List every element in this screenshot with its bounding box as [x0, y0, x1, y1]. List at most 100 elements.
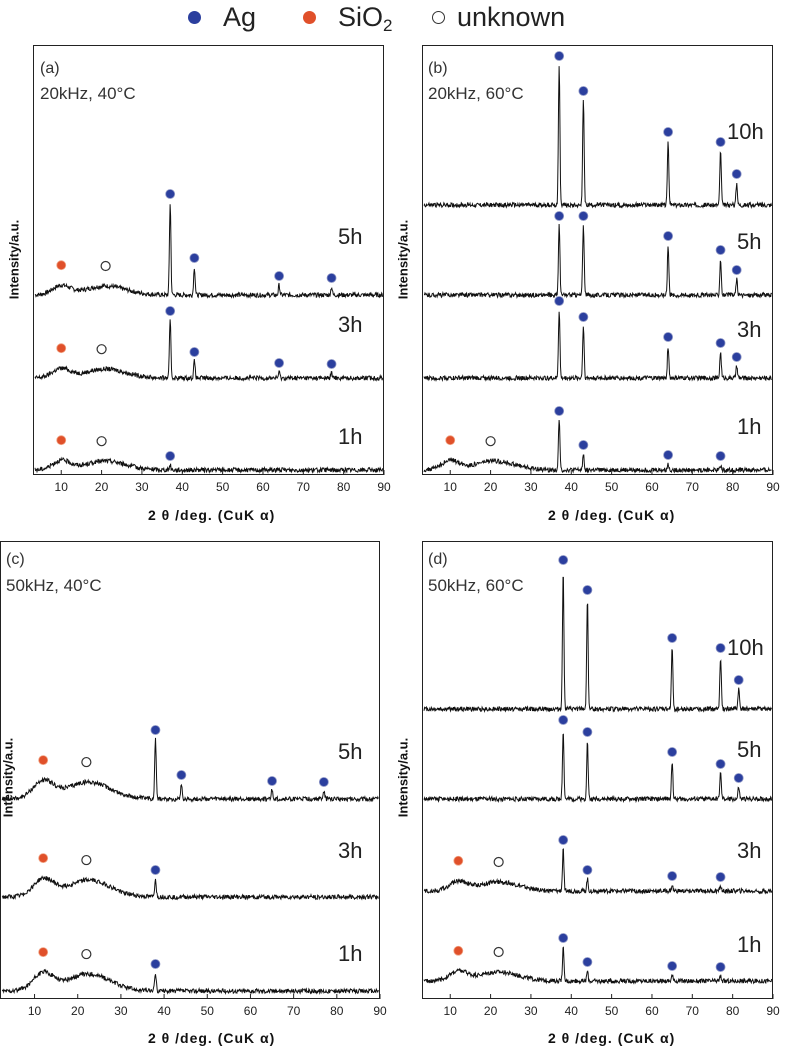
x-tick-label: 10 — [28, 1004, 42, 1018]
panel-c-id: (c) — [6, 551, 25, 568]
x-tick-label: 10 — [444, 1004, 458, 1018]
sio2-peak-marker — [56, 343, 67, 354]
panel-b-ylabel: Intensity/a.u. — [395, 219, 411, 300]
legend-item-sio2: SiO 2 — [303, 2, 393, 35]
ag-peak-marker — [667, 961, 678, 971]
x-tick-label: 60 — [645, 1004, 659, 1018]
x-tick-label: 50 — [605, 1004, 619, 1018]
x-tick-label: 10 — [55, 480, 69, 494]
x-tick-label: 40 — [157, 1004, 171, 1018]
ag-peak-marker — [558, 555, 569, 565]
x-tick-label: 80 — [726, 480, 740, 494]
x-tick-label: 80 — [330, 1004, 344, 1018]
ag-peak-marker — [189, 253, 200, 263]
sio2-peak-marker — [56, 435, 67, 446]
x-tick-label: 80 — [337, 480, 351, 494]
ag-peak-marker — [558, 715, 569, 725]
sio2-peak-marker — [38, 947, 49, 958]
panel-b-chart: 10 20 30 40 50 60 70 80 90 — [422, 45, 780, 494]
plot-frame — [0, 541, 380, 999]
ag-peak-marker — [667, 747, 678, 757]
x-tick-label: 30 — [524, 480, 538, 494]
panel-c-label-5h: 5h — [338, 739, 363, 764]
panel-d-label-5h: 5h — [737, 737, 762, 762]
unknown-peak-marker — [96, 344, 107, 355]
ag-peak-marker — [582, 957, 593, 967]
panel-a-ylabel: Intensity/a.u. — [6, 219, 22, 300]
ag-peak-marker — [715, 451, 726, 461]
unknown-marker-icon — [432, 11, 445, 24]
ag-peak-marker — [578, 440, 589, 450]
unknown-peak-marker — [493, 856, 504, 868]
x-tick-label: 40 — [176, 480, 190, 494]
x-tick-label: 50 — [201, 1004, 215, 1018]
ag-peak-marker — [165, 189, 176, 199]
unknown-peak-marker — [81, 756, 92, 768]
xrd-trace-10h — [423, 576, 773, 714]
ag-peak-marker — [733, 773, 744, 783]
unknown-peak-marker — [81, 854, 92, 866]
xrd-trace-3h — [423, 311, 772, 382]
ag-peak-marker — [150, 725, 161, 735]
ag-peak-marker — [150, 959, 161, 969]
sio2-peak-marker — [38, 853, 49, 864]
panel-d-label-1h: 1h — [737, 932, 762, 957]
ag-peak-marker — [150, 865, 161, 875]
x-tick-label: 20 — [95, 480, 109, 494]
ag-peak-marker — [326, 273, 337, 283]
xrd-trace-5h — [1, 737, 379, 803]
panel-d-label-10h: 10h — [727, 635, 764, 660]
legend-label-unknown: unknown — [457, 2, 566, 32]
ag-peak-marker — [578, 86, 589, 96]
ag-peak-marker — [663, 332, 674, 342]
panel-d-xlabel: 2 θ /deg. (CuK α) — [548, 1030, 676, 1046]
unknown-peak-marker — [485, 436, 496, 447]
unknown-peak-marker — [100, 260, 111, 272]
ag-peak-marker — [554, 51, 565, 61]
x-tick-label: 20 — [484, 480, 498, 494]
plot-frame — [33, 45, 384, 475]
x-tick-label: 10 — [444, 480, 458, 494]
ag-peak-marker — [578, 312, 589, 322]
legend-label-ag: Ag — [223, 2, 257, 32]
ag-peak-marker — [582, 865, 593, 875]
x-tick-label: 90 — [766, 480, 780, 494]
unknown-peak-marker — [493, 946, 504, 958]
panel-a-label-1h: 1h — [338, 424, 363, 449]
panel-b-condition: 20kHz, 60°C — [428, 84, 524, 103]
ag-peak-marker — [554, 406, 565, 416]
legend-label-sio2-sub: 2 — [383, 15, 393, 35]
ag-peak-marker — [731, 169, 742, 179]
panel-a-condition: 20kHz, 40°C — [40, 84, 136, 103]
panel-b-xlabel: 2 θ /deg. (CuK α) — [548, 507, 676, 523]
xrd-trace-5h — [423, 733, 773, 804]
legend-item-ag: Ag — [188, 2, 256, 33]
x-tick-label: 40 — [565, 1004, 579, 1018]
xrd-trace-5h — [34, 204, 384, 299]
panel-a-xlabel: 2 θ /deg. (CuK α) — [148, 507, 276, 523]
ag-peak-marker — [731, 352, 742, 362]
x-tick-label: 30 — [114, 1004, 128, 1018]
ag-peak-marker — [667, 633, 678, 643]
sio2-peak-marker — [445, 435, 456, 446]
xrd-trace-10h — [423, 66, 773, 209]
x-tick-label: 70 — [686, 480, 700, 494]
ag-peak-marker — [558, 835, 569, 845]
ag-peak-marker — [715, 245, 726, 255]
ag-peak-marker — [554, 211, 565, 221]
ag-peak-marker — [558, 933, 569, 943]
sio2-marker-icon — [303, 11, 316, 24]
x-tick-label: 40 — [565, 480, 579, 494]
ag-peak-marker — [715, 338, 726, 348]
panel-b-label-5h: 5h — [737, 229, 762, 254]
panel-c-xlabel: 2 θ /deg. (CuK α) — [148, 1030, 276, 1046]
legend-label-sio2: SiO — [338, 2, 384, 32]
sio2-peak-marker — [38, 755, 49, 766]
x-tick-label: 90 — [377, 480, 391, 494]
x-tick-label: 30 — [524, 1004, 538, 1018]
legend-item-unknown: unknown — [432, 2, 565, 33]
sio2-peak-marker — [453, 945, 464, 956]
plot-frame — [422, 45, 773, 475]
x-tick-label: 20 — [484, 1004, 498, 1018]
plot-frame — [422, 541, 773, 999]
